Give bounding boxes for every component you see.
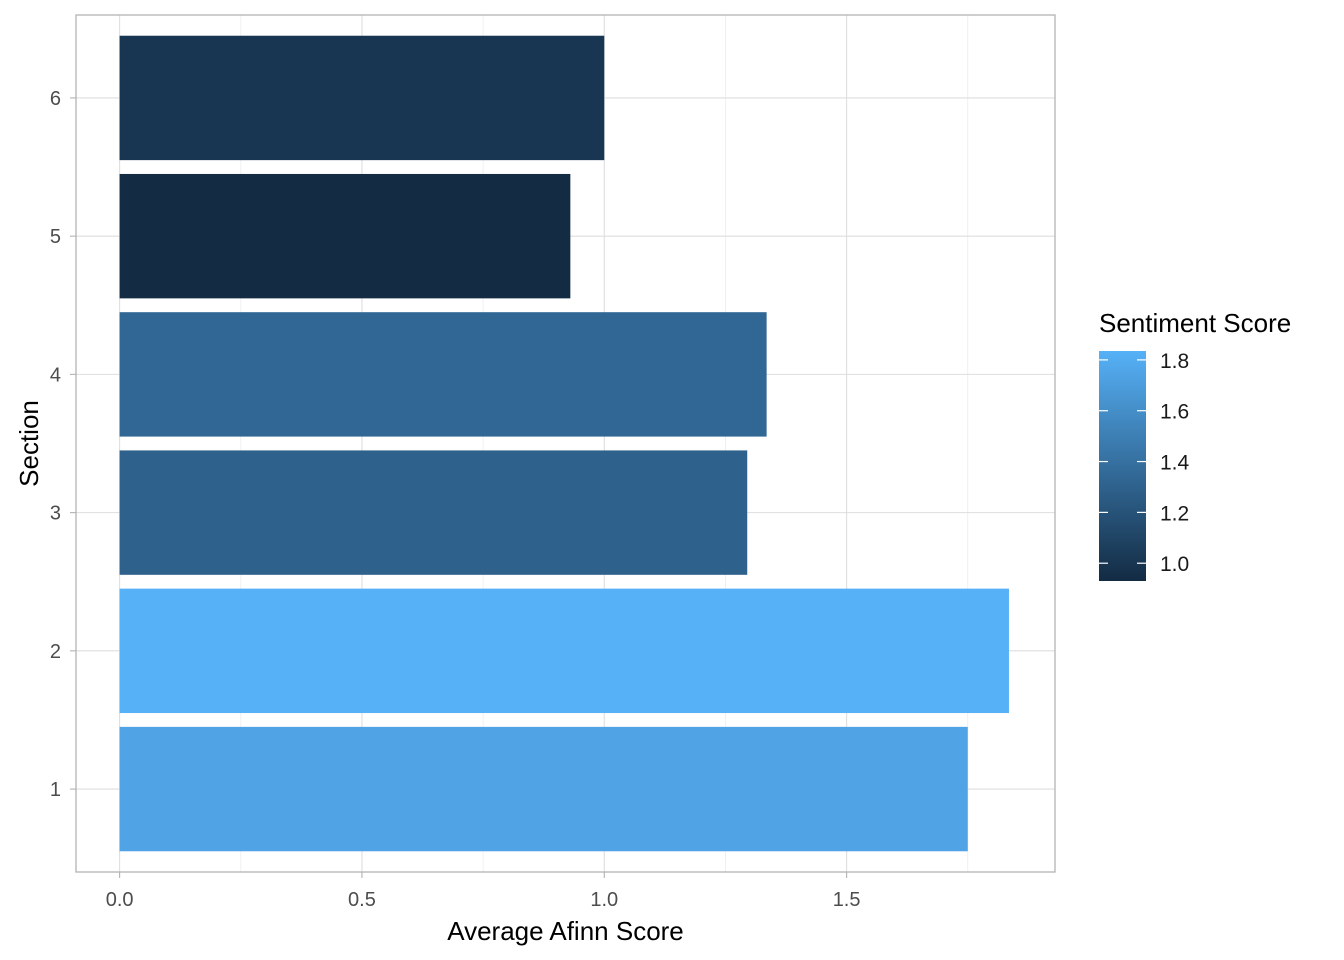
x-axis-title: Average Afinn Score <box>447 916 684 946</box>
y-tick-label: 2 <box>50 641 61 663</box>
bar-section-4 <box>119 312 767 437</box>
y-axis-title: Section <box>14 400 44 487</box>
legend-tick-label: 1.6 <box>1160 401 1189 424</box>
y-tick-label: 5 <box>50 226 61 248</box>
y-tick-label: 1 <box>50 779 61 801</box>
legend-colorbar <box>1099 351 1146 581</box>
y-axis-ticks: 1 2 3 4 5 6 <box>50 88 76 801</box>
bar-section-5 <box>119 173 571 299</box>
legend-title: Sentiment Score <box>1099 308 1291 338</box>
y-tick-label: 3 <box>50 503 61 525</box>
legend-ticks: 1.0 1.2 1.4 1.6 1.8 <box>1099 350 1190 576</box>
legend-tick-label: 1.0 <box>1160 553 1189 576</box>
legend-tick-label: 1.8 <box>1160 350 1189 373</box>
legend-tick-label: 1.4 <box>1160 452 1190 475</box>
legend: Sentiment Score 1.0 1.2 1.4 1.6 1.8 <box>1099 308 1291 581</box>
legend-tick-label: 1.2 <box>1160 502 1189 525</box>
x-tick-label: 0.0 <box>106 889 134 911</box>
bar-section-6 <box>119 35 605 161</box>
x-tick-label: 0.5 <box>348 889 376 911</box>
bar-section-1 <box>119 726 968 852</box>
bar-section-2 <box>119 588 1009 714</box>
x-tick-label: 1.5 <box>833 889 861 911</box>
panel-border <box>75 14 1056 873</box>
y-tick-label: 4 <box>50 364 61 386</box>
x-axis-ticks: 0.0 0.5 1.0 1.5 <box>106 872 861 911</box>
y-tick-label: 6 <box>50 88 61 110</box>
bars <box>119 35 1009 852</box>
bar-section-3 <box>119 450 748 575</box>
x-tick-label: 1.0 <box>590 889 618 911</box>
